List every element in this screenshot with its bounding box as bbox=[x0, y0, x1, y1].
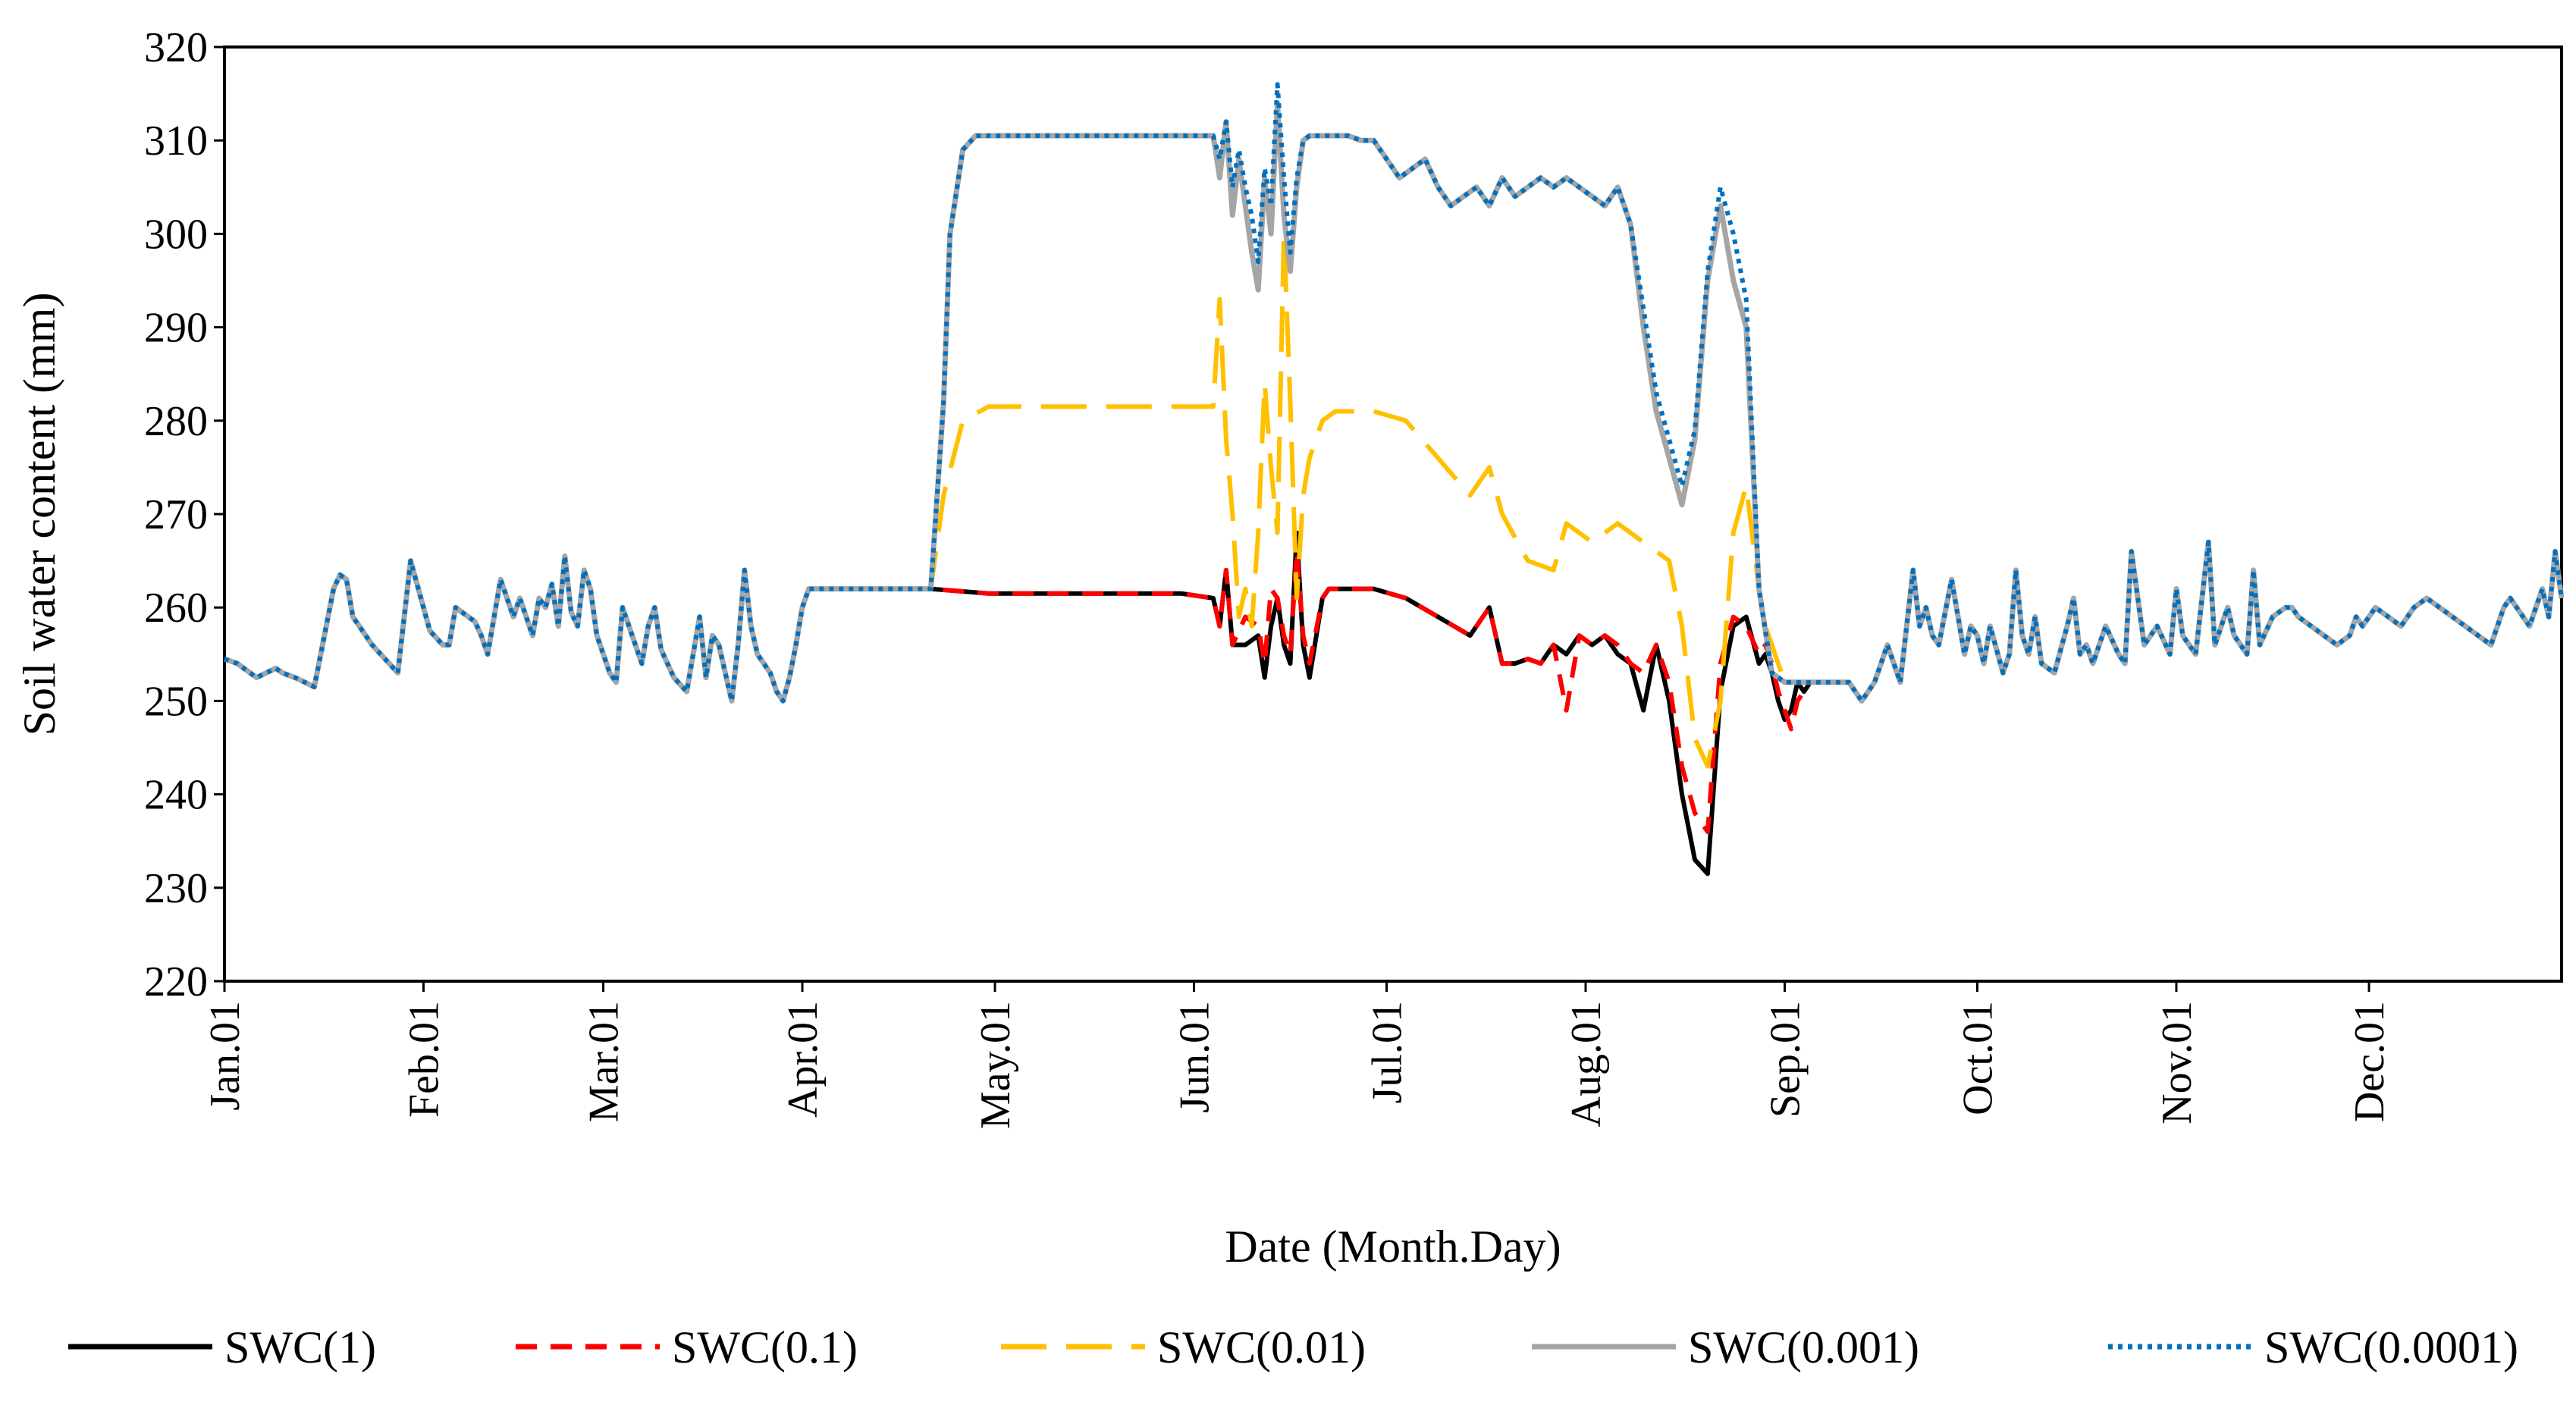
y-tick-label: 220 bbox=[144, 958, 208, 1005]
y-tick-label: 240 bbox=[144, 772, 208, 819]
legend-label: SWC(0.01) bbox=[1157, 1322, 1366, 1372]
series-line-swc-0-0001 bbox=[223, 82, 2564, 704]
x-tick-label: Jan.01 bbox=[202, 1001, 249, 1111]
y-axis-ticks: 220 230 240 250 260 270 280 290 300 310 320 bbox=[144, 24, 224, 1005]
plot-frame bbox=[223, 45, 2563, 983]
x-tick-label: Jun.01 bbox=[1172, 1001, 1219, 1113]
x-tick-label: Apr.01 bbox=[780, 1001, 827, 1118]
y-tick-label: 250 bbox=[144, 678, 208, 725]
y-tick-label: 260 bbox=[144, 585, 208, 632]
x-tick-label: Dec.01 bbox=[2346, 1001, 2393, 1122]
y-axis-title: Soil water content (mm) bbox=[14, 293, 64, 736]
x-tick-label: May.01 bbox=[972, 1001, 1019, 1129]
y-tick-label: 290 bbox=[144, 305, 208, 352]
y-tick-label: 230 bbox=[144, 865, 208, 912]
legend-label: SWC(0.0001) bbox=[2264, 1322, 2518, 1372]
legend-label: SWC(0.001) bbox=[1688, 1322, 1919, 1372]
y-tick-label: 320 bbox=[144, 24, 208, 71]
x-tick-label: Jul.01 bbox=[1364, 1001, 1411, 1103]
y-tick-label: 300 bbox=[144, 211, 208, 258]
x-axis-title: Date (Month.Day) bbox=[1225, 1222, 1561, 1272]
x-tick-label: Sep.01 bbox=[1762, 1001, 1809, 1118]
x-tick-label: Aug.01 bbox=[1563, 1001, 1610, 1127]
legend-label: SWC(0.1) bbox=[672, 1322, 858, 1372]
y-tick-label: 280 bbox=[144, 398, 208, 445]
series-line-swc-0-01 bbox=[223, 231, 2564, 769]
legend-label: SWC(1) bbox=[224, 1322, 376, 1372]
x-tick-label: Feb.01 bbox=[400, 1001, 447, 1118]
series-layer bbox=[223, 82, 2565, 877]
x-tick-label: Mar.01 bbox=[581, 1001, 628, 1122]
y-tick-label: 310 bbox=[144, 118, 208, 165]
y-tick-label: 270 bbox=[144, 491, 208, 538]
x-tick-label: Nov.01 bbox=[2154, 1001, 2201, 1124]
legend: SWC(1) SWC(0.1) SWC(0.01) SWC(0.001) SWC(0.0… bbox=[68, 1322, 2518, 1372]
x-axis-ticks: Jan.01 Feb.01 Mar.01 Apr.01 May.01 Jun.01 Jul.… bbox=[202, 981, 2393, 1129]
x-tick-label: Oct.01 bbox=[1955, 1001, 2002, 1115]
